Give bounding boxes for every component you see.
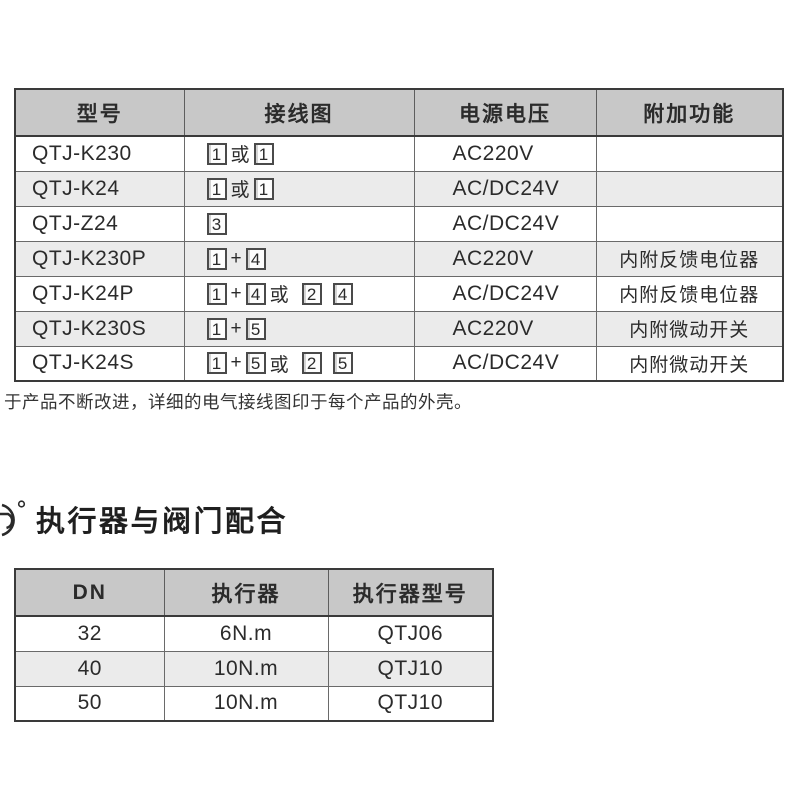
spec-table-row: QTJ-K24 1 或 1 AC/DC24V — [14, 170, 784, 207]
valve-match-table: DN 执行器 执行器型号 32 6N.m QTJ06 40 10N.m QTJ10 50 10N.… — [14, 568, 494, 722]
spec-table-row: QTJ-K230 1 或 1 AC220V — [14, 135, 784, 172]
wiring-diagram-number-box: 1 — [206, 282, 227, 305]
dn-cell: 50 — [14, 685, 165, 722]
wiring-connector-text: 或 — [230, 145, 250, 167]
model-cell: QTJ-Z24 — [14, 205, 185, 242]
wiring-diagram-number-box: 1 — [206, 247, 227, 270]
torque-cell: 10N.m — [163, 650, 329, 687]
match-col-header-0: DN — [14, 568, 165, 617]
extra-function-cell: 内附反馈电位器 — [595, 240, 784, 277]
brand-logo-icon — [0, 500, 26, 537]
spec-col-header-2: 电源电压 — [413, 88, 597, 137]
match-table-row: 40 10N.m QTJ10 — [14, 650, 494, 687]
wiring-connector-text: + — [230, 282, 242, 304]
actuator-model-cell: QTJ10 — [327, 650, 494, 687]
spec-table-row: QTJ-K24S 1 +5 或 2 5 AC/DC24V 内附微动开关 — [14, 345, 784, 382]
wiring-diagram-number-box: 5 — [332, 352, 353, 375]
wiring-diagram-number-box: 1 — [253, 177, 274, 200]
voltage-cell: AC/DC24V — [413, 205, 597, 242]
wiring-diagram-number-box: 4 — [245, 247, 266, 270]
match-table-row: 50 10N.m QTJ10 — [14, 685, 494, 722]
note-text: 于产品不断改进，详细的电气接线图印于每个产品的外壳。 — [4, 392, 472, 412]
voltage-cell: AC220V — [413, 310, 597, 347]
match-table-body: 32 6N.m QTJ06 40 10N.m QTJ10 50 10N.m QTJ10 — [14, 615, 494, 722]
model-cell: QTJ-K24 — [14, 170, 185, 207]
wiring-diagram-number-box: 1 — [206, 142, 227, 165]
wiring-diagram-number-box: 4 — [332, 282, 353, 305]
dn-cell: 32 — [14, 615, 165, 652]
model-cell: QTJ-K24S — [14, 345, 185, 382]
wiring-diagram-number-box: 2 — [301, 352, 322, 375]
voltage-cell: AC/DC24V — [413, 345, 597, 382]
spec-table-body: QTJ-K230 1 或 1 AC220V QTJ-K24 1 或 1 AC/DC24V QTJ-Z… — [14, 135, 784, 382]
spec-table-row: QTJ-K24P 1 +4 或 2 4 AC/DC24V 内附反馈电位器 — [14, 275, 784, 312]
wiring-diagram-cell: 1 +4 — [183, 240, 415, 277]
wiring-diagram-number-box: 1 — [253, 142, 274, 165]
dn-cell: 40 — [14, 650, 165, 687]
wiring-diagram-number-box: 4 — [245, 282, 266, 305]
match-col-header-2: 执行器型号 — [327, 568, 494, 617]
actuator-model-cell: QTJ06 — [327, 615, 494, 652]
wiring-connector-text: + — [230, 247, 242, 269]
extra-function-cell: 内附微动开关 — [595, 310, 784, 347]
wiring-connector-text: 或 — [269, 285, 289, 306]
model-spec-table: 型号 接线图 电源电压 附加功能 QTJ-K230 1 或 1 AC220V QTJ-K24 1 或… — [14, 88, 784, 382]
wiring-diagram-number-box: 1 — [206, 317, 227, 340]
model-cell: QTJ-K230 — [14, 135, 185, 172]
wiring-diagram-number-box: 5 — [245, 317, 266, 340]
actuator-model-cell: QTJ10 — [327, 685, 494, 722]
model-cell: QTJ-K24P — [14, 275, 185, 312]
spec-col-header-1: 接线图 — [183, 88, 415, 137]
voltage-cell: AC220V — [413, 240, 597, 277]
spec-col-header-0: 型号 — [14, 88, 185, 137]
section-heading: 执行器与阀门配合 — [0, 496, 288, 542]
torque-cell: 6N.m — [163, 615, 329, 652]
match-table-row: 32 6N.m QTJ06 — [14, 615, 494, 652]
spec-table-row: QTJ-Z24 3 AC/DC24V — [14, 205, 784, 242]
extra-function-cell — [595, 205, 784, 242]
model-cell: QTJ-K230P — [14, 240, 185, 277]
spec-col-header-3: 附加功能 — [595, 88, 784, 137]
wiring-diagram-number-box: 5 — [245, 352, 266, 375]
wiring-connector-text: + — [230, 317, 242, 339]
match-table-header-row: DN 执行器 执行器型号 — [14, 568, 494, 617]
wiring-diagram-number-box: 1 — [206, 352, 227, 375]
wiring-connector-text: 或 — [269, 354, 289, 376]
wiring-diagram-cell: 1 +5 或 2 5 — [183, 345, 415, 382]
spec-table-header-row: 型号 接线图 电源电压 附加功能 — [14, 88, 784, 137]
model-cell: QTJ-K230S — [14, 310, 185, 347]
voltage-cell: AC220V — [413, 135, 597, 172]
voltage-cell: AC/DC24V — [413, 170, 597, 207]
wiring-diagram-cell: 3 — [183, 205, 415, 242]
extra-function-cell: 内附反馈电位器 — [595, 275, 784, 312]
extra-function-cell: 内附微动开关 — [595, 345, 784, 382]
wiring-diagram-number-box: 3 — [206, 212, 227, 235]
extra-function-cell — [595, 170, 784, 207]
wiring-connector-text: 或 — [230, 180, 250, 201]
wiring-diagram-number-box: 2 — [301, 282, 322, 305]
torque-cell: 10N.m — [163, 685, 329, 722]
section-title: 执行器与阀门配合 — [36, 506, 289, 538]
wiring-diagram-cell: 1 +5 — [183, 310, 415, 347]
voltage-cell: AC/DC24V — [413, 275, 597, 312]
wiring-connector-text: + — [230, 352, 242, 374]
spec-table-row: QTJ-K230S 1 +5 AC220V 内附微动开关 — [14, 310, 784, 347]
match-col-header-1: 执行器 — [163, 568, 329, 617]
spec-table-row: QTJ-K230P 1 +4 AC220V 内附反馈电位器 — [14, 240, 784, 277]
wiring-diagram-number-box: 1 — [206, 177, 227, 200]
extra-function-cell — [595, 135, 784, 172]
wiring-diagram-cell: 1 +4 或 2 4 — [183, 275, 415, 312]
